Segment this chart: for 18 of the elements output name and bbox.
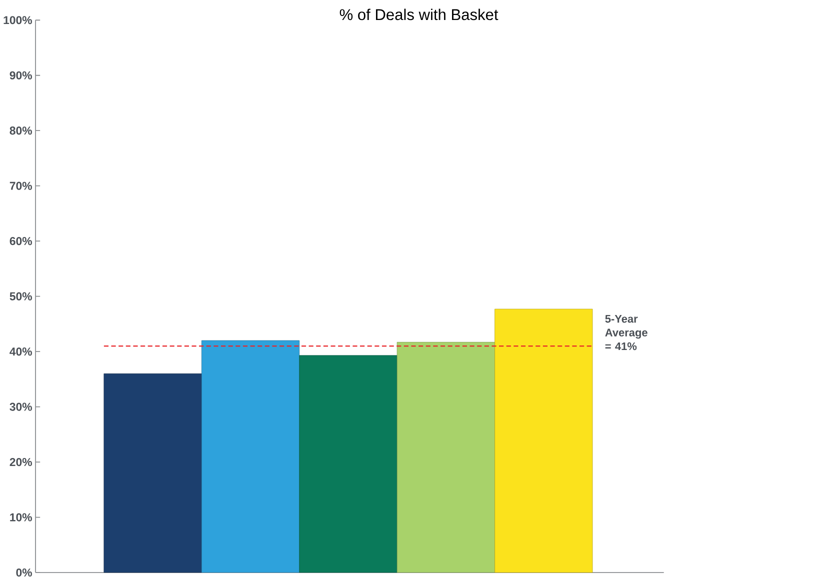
y-tick-label: 40%: [10, 348, 32, 356]
y-tick-label: 60%: [10, 237, 32, 246]
y-tick-label: 70%: [10, 182, 32, 190]
y-tick-label: 80%: [10, 126, 32, 135]
bar: [494, 309, 593, 573]
bar: [299, 355, 398, 573]
bar: [396, 342, 495, 573]
bar: [201, 340, 300, 573]
y-tick-label: 30%: [10, 403, 32, 412]
y-tick-label: 90%: [10, 72, 32, 80]
chart-title: % of Deals with Basket: [340, 8, 498, 20]
ref-line-label: 5-Year Average = 41%: [605, 315, 648, 350]
y-tick-label: 0%: [16, 568, 32, 577]
y-tick-label: 50%: [10, 292, 32, 301]
y-tick-label: 10%: [10, 513, 32, 522]
y-tick-label: 100%: [4, 16, 32, 24]
y-tick-label: 20%: [10, 458, 32, 466]
bar: [104, 374, 202, 573]
